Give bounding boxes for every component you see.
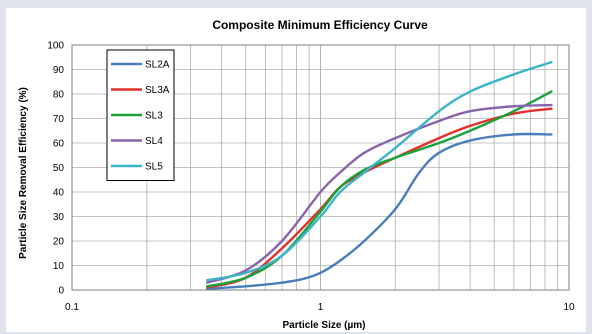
chart-area: 0 10 20 30 40 50 60 70 80 90 100 0.1 1 10 Composite … (6, 8, 586, 332)
y-tick-label: 10 (53, 261, 65, 272)
legend-label-sl4: SL4 (145, 136, 163, 147)
series-line-sl5 (206, 60, 553, 282)
plot-border (71, 44, 570, 291)
y-tick-label: 20 (53, 237, 65, 248)
x-tick-label: 10 (563, 302, 575, 313)
y-tick-label: 80 (53, 90, 65, 101)
y-tick-label: 60 (53, 139, 65, 150)
series-line-sl3 (206, 90, 553, 288)
legend-label-sl2a: SL2A (145, 60, 170, 71)
legend: SL2A SL3A SL3 SL4 SL5 (106, 49, 175, 181)
legend-label-sl3: SL3 (145, 111, 163, 122)
y-axis-title: Particle Size Removal Efficiency (%) (18, 87, 29, 259)
y-tick-label: 30 (53, 212, 65, 223)
legend-label-sl5: SL5 (145, 162, 163, 173)
y-tick-label: 70 (53, 114, 65, 125)
efficiency-chart: 0 10 20 30 40 50 60 70 80 90 100 0.1 1 10 Composite … (18, 18, 575, 331)
series-lines (206, 60, 553, 290)
y-tick-label: 100 (47, 41, 64, 52)
y-tick-label: 50 (53, 163, 65, 174)
legend-label-sl3a: SL3A (145, 85, 170, 96)
series-line-sl2a (206, 132, 553, 290)
x-tick-label: 0.1 (65, 302, 79, 313)
x-tick-label: 1 (318, 302, 324, 313)
x-axis-title: Particle Size (µm) (282, 320, 365, 331)
y-tick-label: 90 (53, 65, 65, 76)
y-tick-labels: 0 10 20 30 40 50 60 70 80 90 100 (47, 41, 64, 297)
y-tick-label: 40 (53, 188, 65, 199)
x-tick-labels: 0.1 1 10 (65, 302, 575, 313)
chart-title: Composite Minimum Efficiency Curve (212, 18, 428, 32)
series-line-sl4 (206, 103, 553, 284)
y-tick-label: 0 (58, 286, 64, 297)
